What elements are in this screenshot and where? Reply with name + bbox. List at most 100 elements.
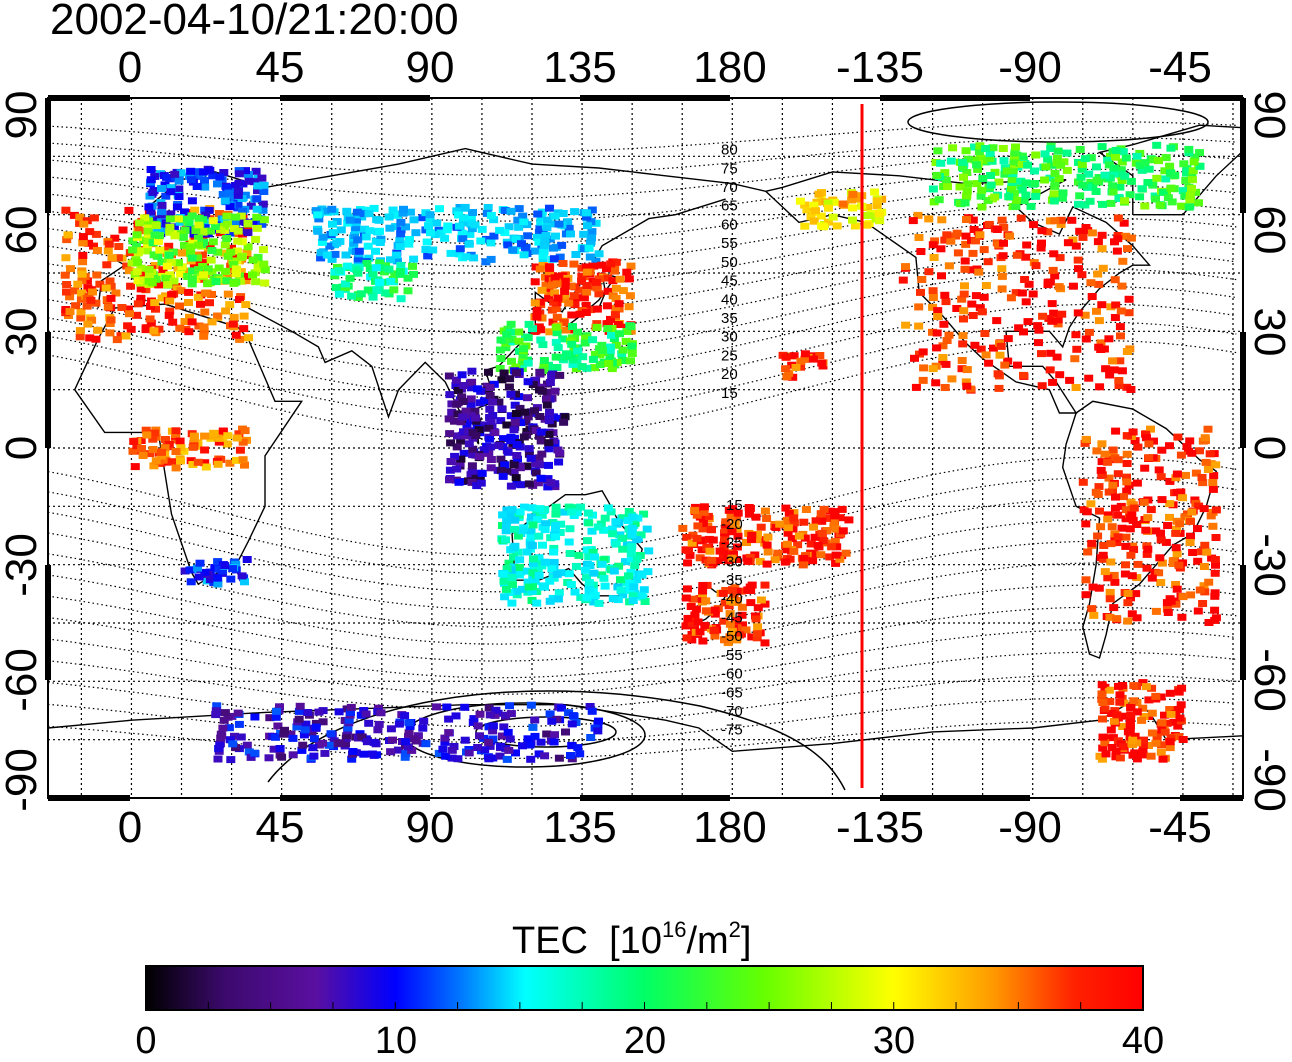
tec-cell — [555, 529, 565, 536]
bottom-tick-minus90: -90 — [998, 803, 1062, 852]
tec-cell — [576, 503, 586, 511]
tec-cell — [1113, 456, 1123, 464]
tec-cell — [189, 262, 199, 270]
tec-cell — [1016, 177, 1026, 185]
tec-cell — [257, 174, 267, 182]
tec-cell — [455, 250, 465, 258]
tec-cell — [235, 296, 244, 303]
tec-cell — [1138, 742, 1148, 750]
tec-cell — [484, 368, 493, 376]
tec-cell — [589, 262, 599, 270]
tec-cell — [1063, 239, 1073, 247]
tec-cell — [536, 428, 546, 436]
colorbar-tick-40: 40 — [1121, 1020, 1165, 1062]
tec-cell — [511, 235, 521, 243]
tec-cell — [1014, 324, 1024, 332]
tec-cell — [584, 244, 594, 252]
tec-cell — [508, 581, 517, 589]
tec-cell — [509, 468, 519, 476]
tec-cell — [197, 251, 207, 259]
tec-cell — [741, 626, 751, 634]
tec-cell — [806, 213, 816, 221]
tec-cell — [313, 211, 323, 219]
tec-cell — [571, 562, 581, 570]
tec-cell — [1157, 559, 1167, 567]
tec-cell — [95, 280, 105, 288]
tec-cell — [234, 170, 244, 178]
tec-cell — [970, 341, 980, 349]
tec-cell — [573, 328, 583, 336]
tec-cell — [960, 199, 970, 207]
tec-cell — [179, 447, 189, 455]
tec-cell — [978, 175, 988, 182]
tec-cell — [1105, 588, 1115, 596]
tec-cell — [1037, 227, 1047, 235]
tec-cell — [848, 190, 858, 198]
tec-cell — [1021, 253, 1031, 261]
tec-cell — [238, 456, 248, 464]
tec-cell — [87, 316, 97, 324]
tec-cell — [344, 716, 354, 724]
tec-cell — [145, 450, 155, 458]
tec-cell — [1172, 550, 1182, 558]
tec-cell — [398, 209, 408, 217]
tec-cell — [454, 222, 464, 230]
tec-cell — [200, 289, 210, 297]
tec-cell — [1054, 175, 1064, 183]
magnetic-latitude-label: 15 — [721, 385, 738, 402]
tec-cell — [985, 149, 995, 157]
tec-cell — [133, 277, 143, 285]
tec-cell — [243, 243, 253, 251]
tec-cell — [622, 328, 632, 335]
tec-cell — [473, 385, 483, 393]
magnetic-latitude-contour — [48, 674, 1237, 728]
tec-cell — [1135, 161, 1145, 169]
tec-cell — [618, 591, 628, 599]
tec-cell — [1117, 524, 1127, 532]
tec-cell — [588, 336, 598, 344]
tec-cell — [831, 559, 841, 567]
left-tick-minus90: -90 — [0, 748, 46, 812]
tec-cell — [1182, 169, 1191, 177]
tec-cell — [592, 305, 602, 313]
tec-cell — [125, 310, 134, 318]
tec-cell — [532, 233, 542, 241]
tec-cell — [737, 603, 747, 611]
tec-cell — [65, 293, 75, 301]
tec-cell — [1210, 556, 1220, 563]
tec-cell — [1165, 477, 1175, 485]
tec-cell — [258, 206, 268, 214]
tec-cell — [1161, 175, 1171, 183]
tec-cell — [418, 724, 428, 732]
tec-cell — [288, 734, 298, 742]
tec-cell — [928, 303, 938, 311]
tec-cell — [404, 733, 413, 741]
tec-cell — [755, 557, 765, 565]
tec-cell — [509, 426, 519, 434]
tec-cell — [992, 317, 1002, 325]
tec-cell — [747, 535, 756, 543]
tec-cell — [1050, 272, 1060, 280]
tec-cell — [203, 280, 213, 288]
tec-cell — [594, 599, 604, 607]
tec-cell — [485, 414, 495, 421]
tec-cell — [489, 216, 499, 224]
tec-cell — [770, 556, 780, 564]
tec-cell — [782, 546, 792, 554]
bottom-tick-135: 135 — [543, 803, 617, 852]
tec-cell — [180, 567, 190, 575]
tec-cell — [523, 413, 533, 421]
tec-cell — [408, 262, 417, 270]
tec-cell — [817, 359, 827, 367]
tec-cell — [316, 249, 326, 257]
tec-cell — [733, 509, 743, 517]
tec-cell — [511, 474, 521, 482]
tec-cell — [530, 278, 540, 286]
tec-cell — [489, 232, 499, 240]
tec-cell — [940, 236, 950, 244]
tec-cell — [1129, 546, 1139, 553]
magnetic-latitude-label: -65 — [721, 684, 743, 701]
tec-cell — [148, 239, 158, 247]
tec-cell — [252, 224, 262, 232]
tec-cell — [819, 223, 829, 231]
